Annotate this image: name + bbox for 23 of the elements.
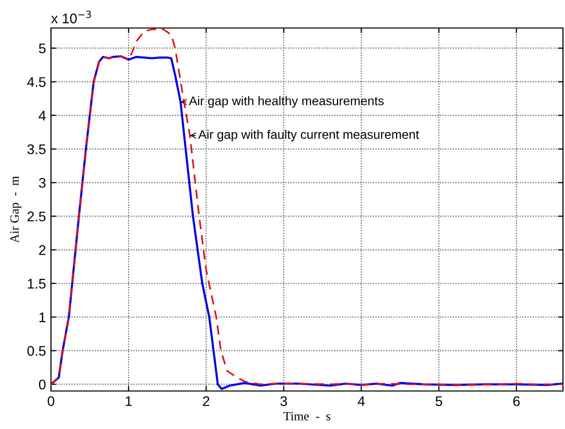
- y-tick-label: 1.5: [28, 278, 46, 289]
- y-tick-label: 3.5: [27, 144, 46, 154]
- x-tick-label: 0: [48, 396, 54, 406]
- x-tick-label: 2: [202, 396, 210, 406]
- x-axis-title: Time - s: [283, 412, 330, 420]
- x-tick-label: 4: [358, 396, 365, 406]
- y-axis-title: Air Gap - m: [10, 176, 22, 243]
- annotation: Air gap with healthy measurements: [188, 96, 384, 108]
- y-tick-label: 1: [39, 312, 46, 322]
- x-tick-label: 3: [280, 396, 287, 406]
- x-tick-label: 5: [436, 396, 442, 406]
- annotation: Air gap with faulty current measurement: [198, 130, 420, 142]
- x-tick-label: 1: [126, 396, 132, 406]
- y-tick-label: 3: [38, 178, 46, 188]
- text: x 10$^{−3}$: [51, 10, 91, 24]
- y-tick-label: 0: [38, 380, 46, 390]
- y-tick-label: 2: [39, 245, 46, 255]
- y-tick-label: 4.5: [27, 77, 46, 87]
- y-tick-label: 5: [38, 44, 46, 54]
- y-tick-label: 4: [38, 110, 46, 120]
- x-tick-label: 6: [513, 396, 520, 406]
- y-tick-label: 0.5: [27, 346, 46, 356]
- y-tick-label: 2.5: [28, 212, 46, 222]
